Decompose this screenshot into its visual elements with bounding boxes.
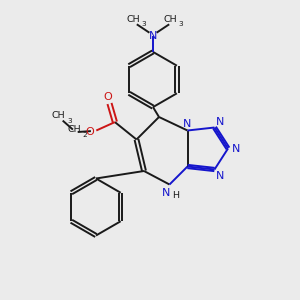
Text: CH: CH — [52, 111, 66, 120]
Text: N: N — [149, 31, 157, 41]
Text: O: O — [103, 92, 112, 102]
Text: N: N — [162, 188, 171, 199]
Text: 2: 2 — [83, 132, 88, 138]
Text: N: N — [216, 171, 224, 181]
Text: O: O — [85, 127, 94, 137]
Text: 3: 3 — [142, 21, 146, 27]
Text: H: H — [172, 191, 180, 200]
Text: CH: CH — [163, 15, 177, 24]
Text: N: N — [216, 117, 224, 127]
Text: N: N — [183, 119, 192, 129]
Text: N: N — [232, 143, 241, 154]
Text: 3: 3 — [67, 118, 72, 124]
Text: CH: CH — [68, 124, 81, 134]
Text: CH: CH — [126, 15, 140, 24]
Text: 3: 3 — [179, 21, 184, 27]
